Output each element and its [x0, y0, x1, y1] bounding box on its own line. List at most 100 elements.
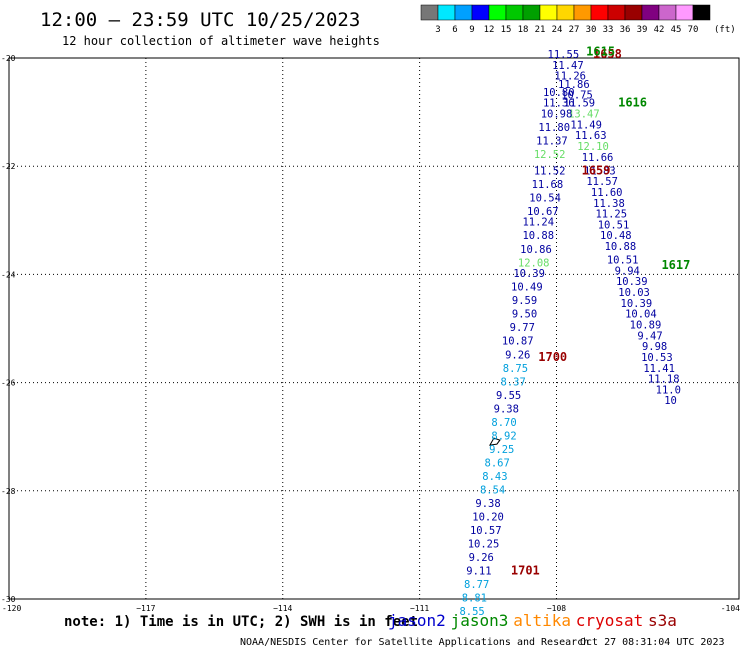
island-shape	[488, 437, 501, 446]
swh-value: 9.47	[637, 330, 662, 342]
color-swatch	[607, 4, 626, 21]
swh-value: 10.39	[621, 298, 653, 310]
swh-value: 8.43	[482, 471, 507, 483]
easter-island-coastline	[488, 437, 501, 446]
swh-value: 10.54	[529, 192, 561, 204]
swh-value: 8.75	[503, 363, 528, 375]
x-tick-label: -120	[2, 604, 21, 613]
grid-lines	[9, 58, 739, 599]
swh-value: 10.51	[607, 255, 639, 267]
y-tick-label: -30	[1, 595, 16, 604]
swh-value: 10.39	[513, 268, 545, 280]
x-tick-label: −111	[410, 604, 429, 613]
color-scale-tick-label: 3	[435, 25, 440, 35]
swh-value: 10.75	[561, 90, 593, 102]
color-swatch	[420, 4, 439, 21]
swh-value: 10.87	[502, 336, 534, 348]
swh-value: 8.92	[491, 430, 516, 442]
swh-value: 8.54	[480, 485, 505, 497]
pass-time-label: 1617	[661, 258, 690, 272]
pass-time-label: 1615	[586, 44, 615, 58]
swh-value: 10.48	[600, 230, 632, 242]
color-scale-tick-label: 9	[469, 25, 474, 35]
footer-note: note: 1) Time is in UTC; 2) SWH is in fe…	[64, 614, 418, 630]
swh-value: 10.39	[616, 276, 648, 288]
swh-value: 10.51	[598, 219, 630, 231]
swh-value: 10.67	[527, 206, 559, 218]
color-scale-labels: 3 6 9 12 15 18 21 24 27 30 33 36 39 42 45 70	[435, 25, 698, 35]
color-scale-tick-label: 33	[603, 25, 614, 35]
y-tick-label: -22	[1, 162, 16, 171]
swh-value: 8.81	[462, 593, 487, 605]
swh-value: 8.77	[464, 579, 489, 591]
mission-legend-item: s3a	[648, 611, 677, 630]
color-scale-tick-label: 36	[620, 25, 631, 35]
color-scale-tick-label: 30	[586, 25, 597, 35]
color-swatch	[658, 4, 677, 21]
swh-value: 11.18	[648, 374, 680, 386]
x-tick-label: -104	[721, 604, 740, 613]
pass-time-label: 1700	[538, 350, 567, 364]
x-tick-label: −114	[273, 604, 292, 613]
color-swatch	[675, 4, 694, 21]
swh-value: 11.37	[536, 136, 568, 148]
swh-value: 10.89	[630, 320, 662, 332]
swh-value: 9.98	[642, 341, 667, 353]
color-scale-tick-label: 39	[637, 25, 648, 35]
mission-legend-item: altika	[513, 611, 571, 630]
color-swatch	[641, 4, 660, 21]
swh-value: 10.49	[511, 282, 543, 294]
color-swatch	[692, 4, 711, 21]
swh-value: 9.50	[512, 309, 537, 321]
swh-value: 9.25	[489, 444, 514, 456]
y-tick-label: -20	[1, 54, 16, 63]
swh-value: 11.57	[586, 176, 618, 188]
color-scale-tick-label: 21	[535, 25, 546, 35]
swh-value: 12.08	[518, 257, 550, 269]
color-swatch	[471, 4, 490, 21]
swh-value: 9.26	[469, 552, 494, 564]
mission-legend: jason2 jason3 altika cryosat s3a	[388, 611, 677, 630]
color-scale-tick-label: 24	[552, 25, 563, 35]
swh-value: 11.25	[595, 209, 627, 221]
swh-value: 11.55	[548, 49, 580, 61]
pass-time-label: 1659	[582, 163, 611, 177]
swh-value: 11.38	[593, 198, 625, 210]
swh-value: 9.26	[505, 349, 530, 361]
pass-time-label: 1616	[618, 96, 647, 110]
swh-value: 11.52	[534, 165, 566, 177]
color-swatch	[488, 4, 507, 21]
swh-value: 11.59	[564, 98, 596, 110]
x-tick-label: −117	[136, 604, 155, 613]
color-swatch	[437, 4, 456, 21]
pass-time-label: 1658	[593, 47, 622, 61]
color-swatch	[505, 4, 524, 21]
color-swatch	[573, 4, 592, 21]
color-swatch	[522, 4, 541, 21]
color-swatch	[624, 4, 643, 21]
swh-value: 11.86	[558, 79, 590, 91]
swh-value: 8.55	[459, 606, 484, 618]
swh-value: 11.66	[582, 152, 614, 164]
mission-legend-item: cryosat	[576, 611, 643, 630]
color-scale-tick-label: 45	[671, 25, 682, 35]
swh-value: 11.26	[554, 71, 586, 83]
swh-value: 13.47	[568, 109, 600, 121]
swh-value: 11.24	[522, 217, 554, 229]
swh-value: 11.49	[570, 119, 602, 131]
swh-value: 9.38	[494, 403, 519, 415]
swh-value: 11.68	[532, 179, 564, 191]
color-scale-unit: (ft)	[714, 25, 736, 35]
swh-value: 10.57	[470, 525, 502, 537]
color-swatch	[556, 4, 575, 21]
swh-value: 12.52	[534, 149, 566, 161]
swh-value: 10.98	[541, 109, 573, 121]
color-scale-tick-label: 6	[452, 25, 457, 35]
swh-value: 10.88	[605, 241, 637, 253]
swh-value: 8.37	[501, 376, 526, 388]
y-tick-label: -24	[1, 270, 16, 279]
swh-value: 12.10	[577, 141, 609, 153]
swh-value: 8.67	[485, 457, 510, 469]
